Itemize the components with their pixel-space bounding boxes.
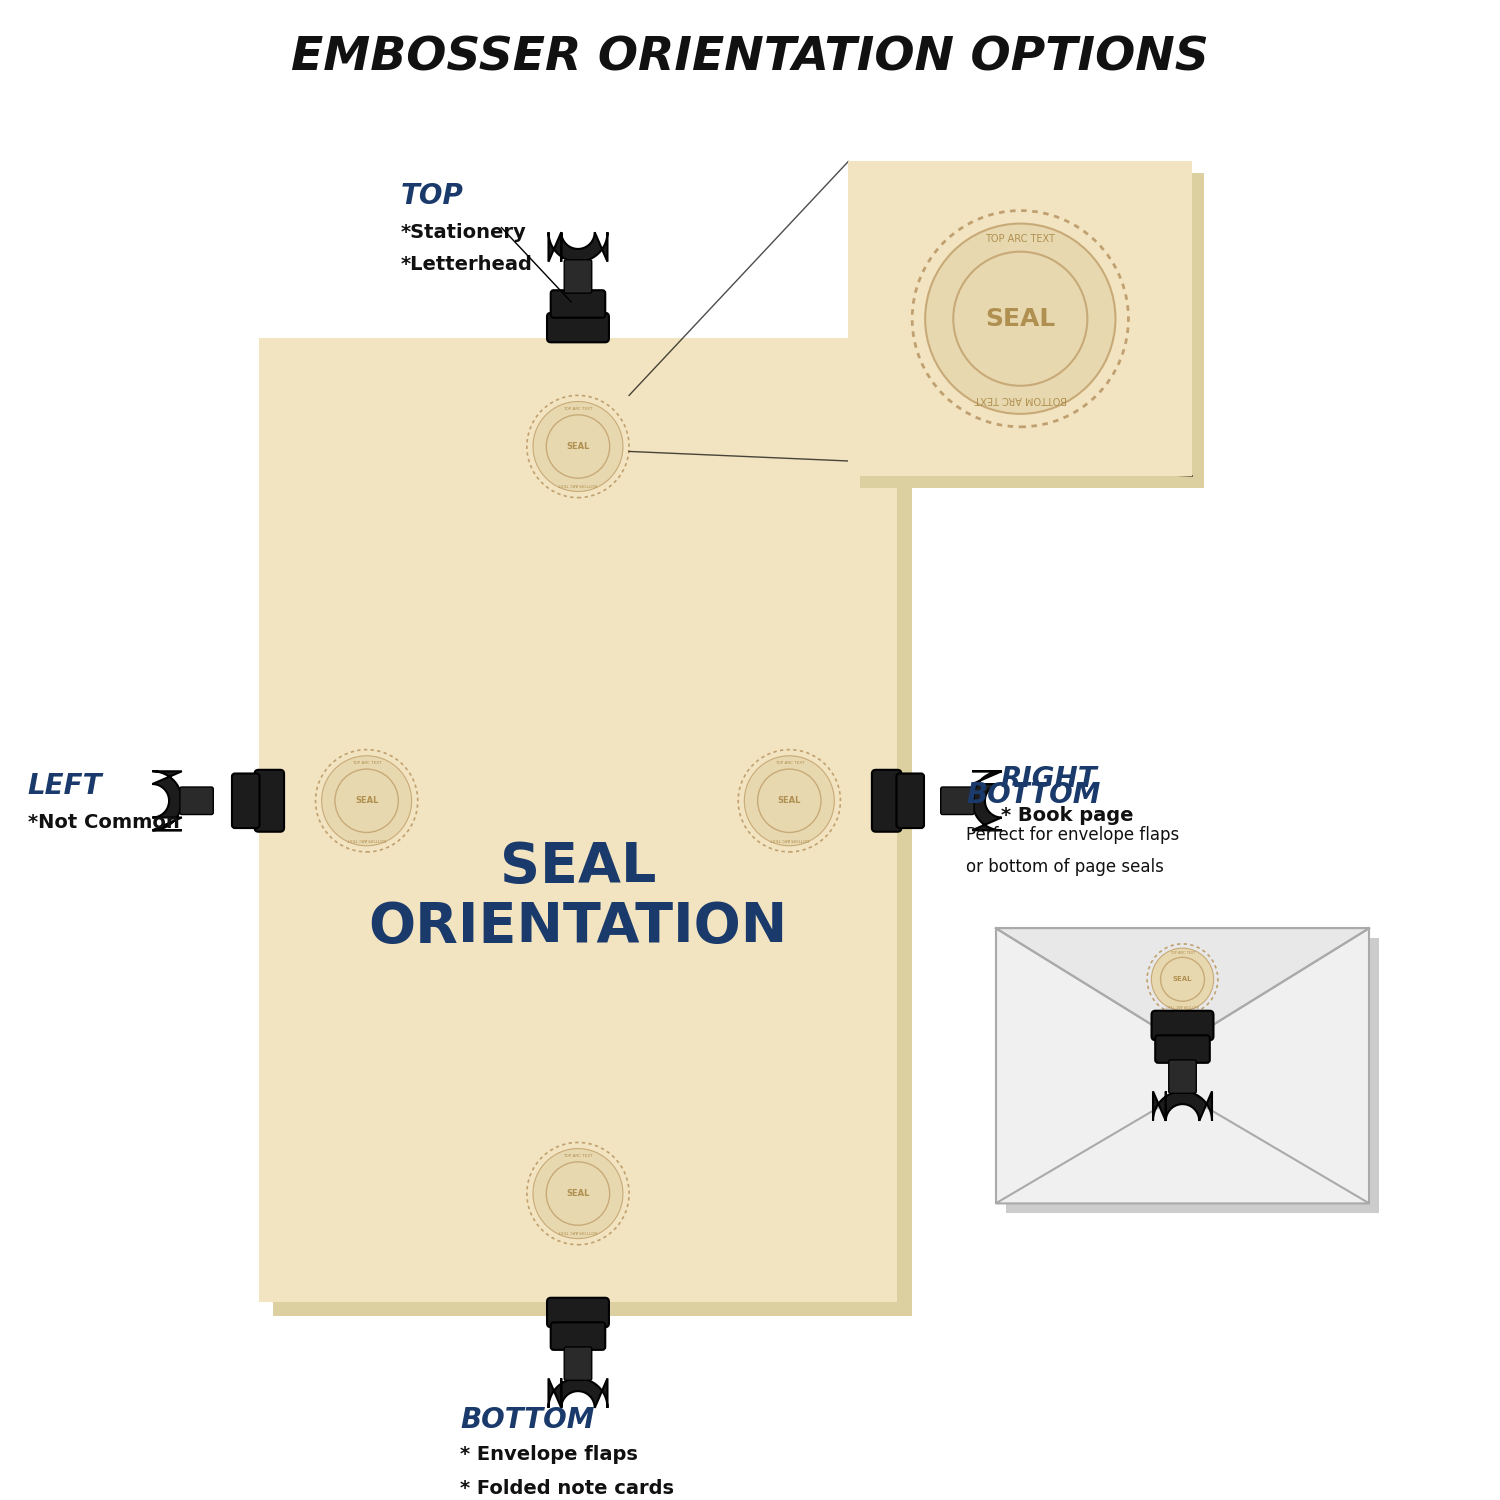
Polygon shape: [996, 928, 1370, 1044]
Polygon shape: [996, 1094, 1370, 1203]
FancyBboxPatch shape: [255, 770, 284, 831]
Circle shape: [744, 756, 834, 846]
Text: BOTTOM ARC TEXT: BOTTOM ARC TEXT: [558, 483, 597, 486]
Text: TOP ARC TEXT: TOP ARC TEXT: [352, 760, 381, 765]
Text: or bottom of page seals: or bottom of page seals: [966, 858, 1164, 876]
FancyBboxPatch shape: [1152, 1011, 1214, 1040]
Polygon shape: [549, 232, 608, 261]
Text: SEAL: SEAL: [567, 442, 590, 452]
Text: BOTTOM ARC TEXT: BOTTOM ARC TEXT: [346, 837, 386, 840]
FancyBboxPatch shape: [1168, 1060, 1197, 1094]
Text: SEAL: SEAL: [1173, 976, 1192, 982]
FancyBboxPatch shape: [849, 162, 1192, 476]
Circle shape: [1152, 948, 1214, 1011]
Text: BOTTOM ARC TEXT: BOTTOM ARC TEXT: [770, 837, 808, 840]
Circle shape: [532, 1149, 622, 1239]
Text: BOTTOM: BOTTOM: [966, 782, 1101, 810]
Text: *Stationery: *Stationery: [400, 222, 526, 242]
Circle shape: [532, 402, 622, 492]
Text: TOP ARC TEXT: TOP ARC TEXT: [1170, 951, 1196, 956]
FancyBboxPatch shape: [564, 1347, 591, 1380]
Text: SEAL: SEAL: [777, 796, 801, 806]
Text: BOTTOM ARC TEXT: BOTTOM ARC TEXT: [974, 393, 1066, 404]
Text: TOP ARC TEXT: TOP ARC TEXT: [986, 234, 1056, 243]
FancyBboxPatch shape: [273, 352, 912, 1317]
Text: TOP ARC TEXT: TOP ARC TEXT: [562, 406, 592, 411]
FancyBboxPatch shape: [996, 928, 1370, 1203]
Text: BOTTOM ARC TEXT: BOTTOM ARC TEXT: [1166, 1004, 1200, 1008]
Text: Perfect for envelope flaps: Perfect for envelope flaps: [966, 827, 1179, 844]
Text: SEAL: SEAL: [356, 796, 378, 806]
Polygon shape: [549, 1378, 608, 1408]
Polygon shape: [972, 771, 1002, 831]
FancyBboxPatch shape: [548, 314, 609, 342]
Text: BOTTOM ARC TEXT: BOTTOM ARC TEXT: [558, 1230, 597, 1233]
FancyBboxPatch shape: [897, 774, 924, 828]
FancyBboxPatch shape: [859, 172, 1204, 488]
FancyBboxPatch shape: [1155, 1035, 1210, 1064]
Text: TOP ARC TEXT: TOP ARC TEXT: [774, 760, 804, 765]
Text: * Book page: * Book page: [1000, 806, 1132, 825]
FancyBboxPatch shape: [258, 339, 897, 1302]
FancyBboxPatch shape: [564, 260, 591, 292]
Text: *Not Common: *Not Common: [27, 813, 180, 832]
Text: SEAL: SEAL: [986, 306, 1056, 330]
Circle shape: [926, 224, 1116, 414]
Text: TOP ARC TEXT: TOP ARC TEXT: [562, 1154, 592, 1158]
Text: TOP: TOP: [400, 182, 464, 210]
Polygon shape: [1154, 1092, 1212, 1120]
Text: BOTTOM: BOTTOM: [460, 1406, 594, 1434]
FancyBboxPatch shape: [232, 774, 260, 828]
Text: *Letterhead: *Letterhead: [400, 255, 532, 274]
FancyBboxPatch shape: [550, 1323, 606, 1350]
Text: SEAL: SEAL: [567, 1190, 590, 1198]
FancyBboxPatch shape: [548, 1298, 609, 1328]
FancyBboxPatch shape: [1005, 938, 1378, 1214]
Polygon shape: [153, 771, 182, 831]
FancyBboxPatch shape: [550, 290, 606, 318]
FancyBboxPatch shape: [940, 788, 974, 814]
FancyBboxPatch shape: [180, 788, 213, 814]
Text: EMBOSSER ORIENTATION OPTIONS: EMBOSSER ORIENTATION OPTIONS: [291, 36, 1209, 81]
Text: RIGHT: RIGHT: [1000, 765, 1098, 794]
Text: LEFT: LEFT: [27, 772, 102, 800]
Text: SEAL
ORIENTATION: SEAL ORIENTATION: [369, 840, 788, 954]
Circle shape: [321, 756, 411, 846]
Text: * Envelope flaps: * Envelope flaps: [460, 1444, 638, 1464]
Text: * Folded note cards: * Folded note cards: [460, 1479, 674, 1498]
FancyBboxPatch shape: [871, 770, 901, 831]
